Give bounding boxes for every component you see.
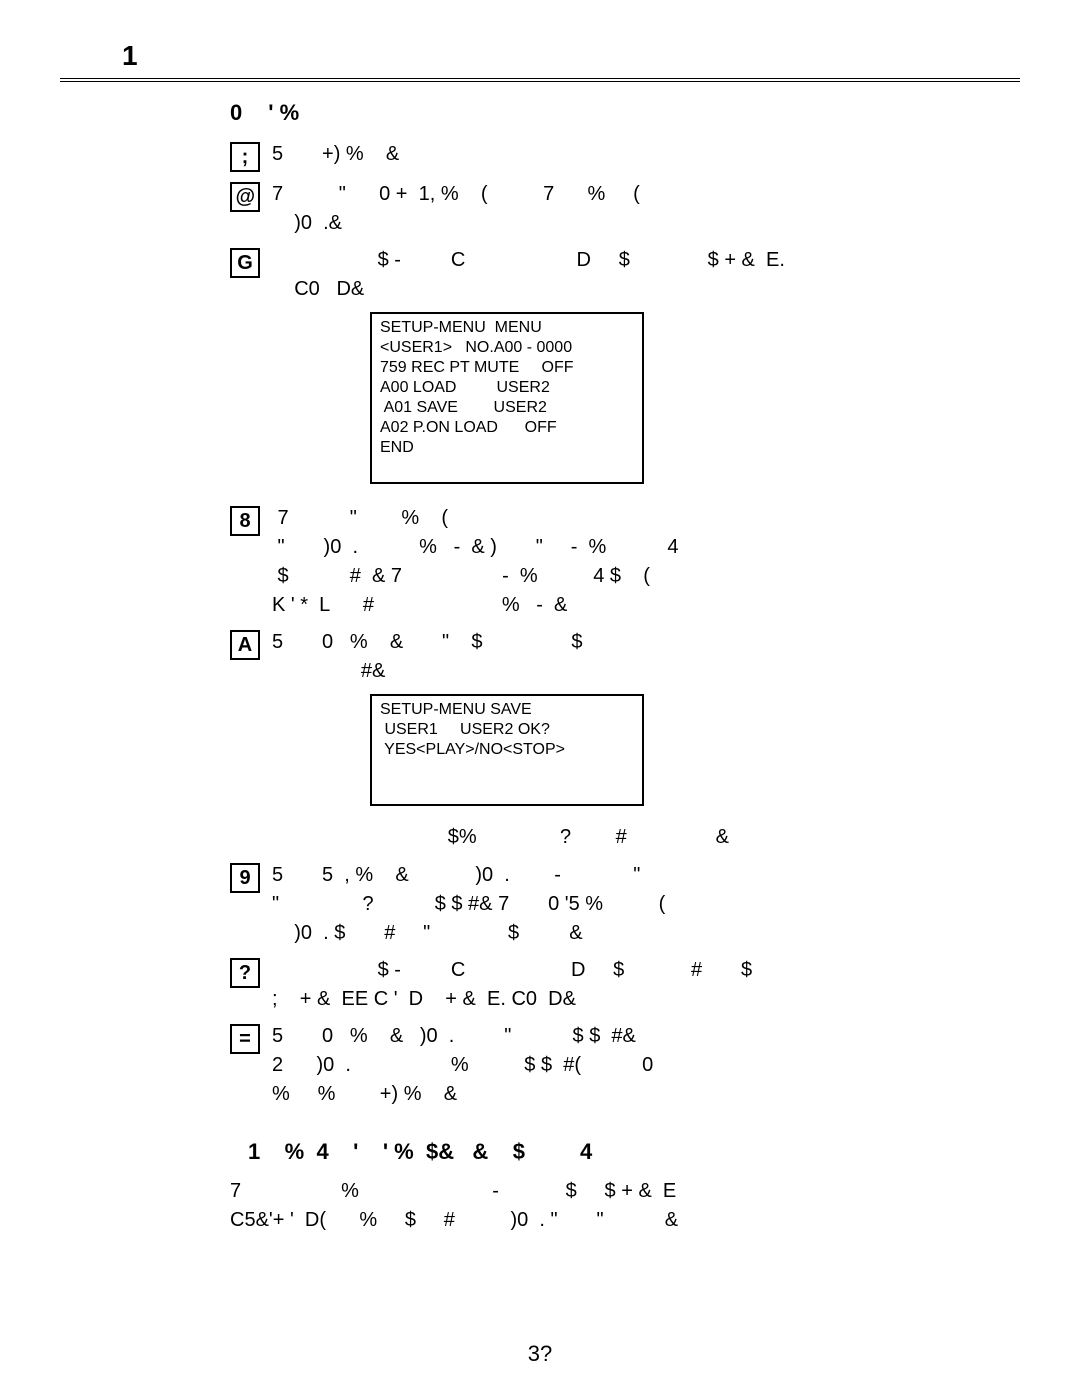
menu1-line-6: END	[380, 438, 634, 458]
heading-1: 0 ' %	[230, 100, 960, 126]
step-5-marker: A	[230, 630, 260, 660]
step-1-body: 5 +) % &	[272, 140, 399, 169]
step-4-marker: 8	[230, 506, 260, 536]
horizontal-rule	[60, 78, 1020, 82]
step-2-body: 7 " 0 + 1, % ( 7 % ( )0 .&	[272, 180, 640, 238]
step-7-marker: ?	[230, 958, 260, 988]
menu1-line-4: A01 SAVE USER2	[380, 398, 634, 418]
menu2-line-0: SETUP-MENU SAVE	[380, 700, 634, 720]
step-2-marker: @	[230, 182, 260, 212]
step-1: ; 5 +) % &	[230, 140, 960, 172]
step-8: = 5 0 % & )0 . " $ $ #& 2 )0 . % $ $ #( …	[230, 1022, 960, 1109]
menu1-line-0: SETUP-MENU MENU	[380, 318, 634, 338]
menu1-line-2: 759 REC PT MUTE OFF	[380, 358, 634, 378]
menu1-line-1: <USER1> NO.A00 - 0000	[380, 338, 634, 358]
step-7-body: $ - C D $ # $ ; + & EE C ' D + & E. C0 D…	[272, 956, 752, 1014]
step-3: G $ - C D $ $ + & E. C0 D&	[230, 246, 960, 304]
page-footer: 3?	[0, 1341, 1080, 1367]
menu1-line-3: A00 LOAD USER2	[380, 378, 634, 398]
step-8-body: 5 0 % & )0 . " $ $ #& 2 )0 . % $ $ #( 0 …	[272, 1022, 653, 1109]
content: 0 ' % ; 5 +) % & @ 7 " 0 + 1, % ( 7 % ( …	[230, 100, 960, 1235]
step-7: ? $ - C D $ # $ ; + & EE C ' D + & E. C0…	[230, 956, 960, 1014]
step-8-marker: =	[230, 1024, 260, 1054]
section-2-heading: 1 % 4 ' ' % $& & $ 4	[248, 1139, 960, 1165]
step-5-body: 5 0 % & " $ $ #&	[272, 628, 583, 686]
step-4-body: 7 " % ( " )0 . % - & ) " - % 4 $ # & 7 -…	[272, 504, 679, 620]
heading-1b: ' %	[268, 100, 299, 126]
heading-1a: 0	[230, 100, 242, 126]
menu-box-1: SETUP-MENU MENU <USER1> NO.A00 - 0000 75…	[370, 312, 644, 484]
step-6: 9 5 5 , % & )0 . - " " ? $ $ #& 7 0 '5 %…	[230, 861, 960, 948]
menu-box-2: SETUP-MENU SAVE USER1 USER2 OK? YES<PLAY…	[370, 694, 644, 806]
step-2: @ 7 " 0 + 1, % ( 7 % ( )0 .&	[230, 180, 960, 238]
step-4: 8 7 " % ( " )0 . % - & ) " - % 4 $ # & 7…	[230, 504, 960, 620]
menu1-line-5: A02 P.ON LOAD OFF	[380, 418, 634, 438]
page: 1 0 ' % ; 5 +) % & @ 7 " 0 + 1, % ( 7 % …	[0, 0, 1080, 1397]
caption-after-menu2: $% ? # &	[370, 826, 960, 849]
section-2-body: 7 % - $ $ + & E C5&'+ ' D( % $ # )0 . " …	[230, 1177, 960, 1235]
step-6-marker: 9	[230, 863, 260, 893]
step-5: A 5 0 % & " $ $ #&	[230, 628, 960, 686]
step-3-marker: G	[230, 248, 260, 278]
step-6-body: 5 5 , % & )0 . - " " ? $ $ #& 7 0 '5 % (…	[272, 861, 665, 948]
menu2-line-3: YES<PLAY>/NO<STOP>	[380, 740, 634, 760]
menu2-line-2: USER1 USER2 OK?	[380, 720, 634, 740]
page-number-top: 1	[122, 40, 1020, 72]
step-1-marker: ;	[230, 142, 260, 172]
step-3-body: $ - C D $ $ + & E. C0 D&	[272, 246, 785, 304]
